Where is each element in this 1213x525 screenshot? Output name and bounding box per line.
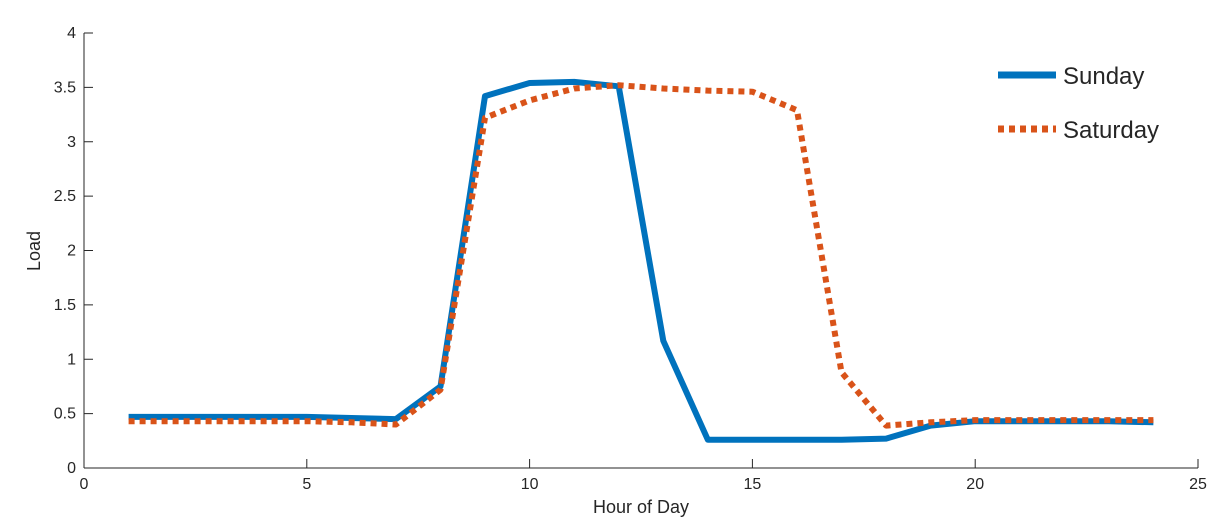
legend-label-sunday: Sunday bbox=[1063, 63, 1144, 90]
x-tick-label: 10 bbox=[521, 476, 539, 493]
legend: Sunday Saturday bbox=[998, 63, 1159, 144]
x-axis-label: Hour of Day bbox=[593, 497, 689, 517]
y-tick-label: 1 bbox=[67, 351, 76, 368]
axes: 0 5 10 15 20 25 0 0.5 1 1.5 2 2.5 3 3.5 4 bbox=[54, 25, 1207, 493]
series-line-saturday bbox=[128, 82, 1154, 429]
y-axis-label: Load bbox=[24, 231, 44, 271]
x-tick-label: 0 bbox=[80, 476, 89, 493]
x-tick-label: 25 bbox=[1189, 476, 1207, 493]
y-tick-label: 4 bbox=[67, 25, 76, 42]
y-tick-label: 0 bbox=[67, 460, 76, 477]
y-tick-label: 3.5 bbox=[54, 79, 76, 96]
x-tick-label: 5 bbox=[302, 476, 311, 493]
series-line-sunday bbox=[128, 78, 1154, 443]
y-tick-label: 3 bbox=[67, 134, 76, 151]
y-tick-label: 2.5 bbox=[54, 188, 76, 205]
x-tick-label: 15 bbox=[744, 476, 762, 493]
series-lines bbox=[128, 78, 1154, 443]
y-tick-label: 1.5 bbox=[54, 297, 76, 314]
legend-label-saturday: Saturday bbox=[1063, 117, 1159, 144]
y-tick-label: 0.5 bbox=[54, 406, 76, 423]
y-tick-label: 2 bbox=[67, 243, 76, 260]
x-tick-label: 20 bbox=[966, 476, 984, 493]
